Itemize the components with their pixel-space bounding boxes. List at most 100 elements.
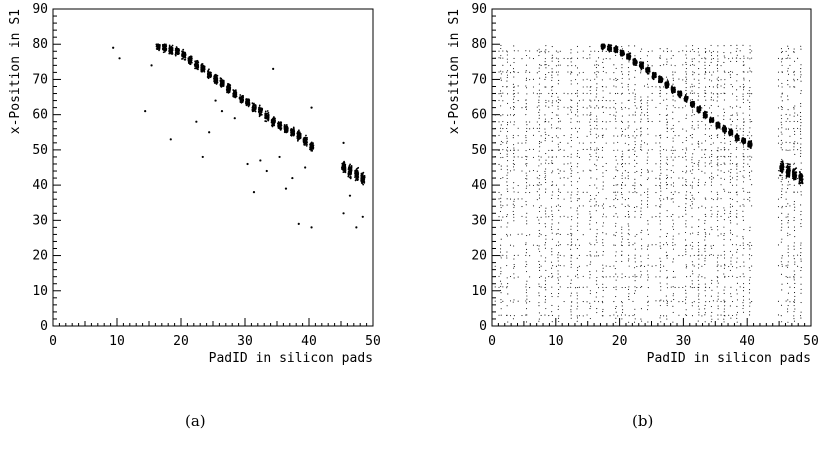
noise-point — [621, 229, 622, 230]
noise-point — [628, 61, 629, 62]
noise-point — [622, 175, 623, 176]
x-tick-label: 0 — [488, 334, 496, 349]
noise-point — [698, 242, 699, 243]
noise-point — [730, 71, 731, 72]
noise-point — [526, 124, 527, 125]
noise-point — [786, 265, 787, 266]
noise-point — [502, 255, 503, 256]
noise-point — [518, 234, 519, 235]
noise-point — [692, 273, 693, 274]
noise-point — [625, 170, 626, 171]
noise-point — [602, 226, 603, 227]
noise-point — [648, 244, 649, 245]
noise-point — [545, 211, 546, 212]
noise-point — [686, 276, 687, 277]
noise-point — [558, 293, 559, 294]
noise-point — [507, 141, 508, 142]
noise-point — [789, 142, 790, 143]
noise-point — [667, 305, 668, 306]
noise-point — [801, 219, 802, 220]
noise-point — [558, 80, 559, 81]
noise-point — [577, 298, 578, 299]
noise-point — [647, 280, 648, 281]
noise-point — [590, 170, 591, 171]
noise-point — [647, 220, 648, 221]
noise-point — [793, 311, 794, 312]
noise-point — [577, 287, 578, 288]
noise-point — [663, 100, 664, 101]
noise-point — [558, 189, 559, 190]
noise-point — [545, 280, 546, 281]
noise-point — [500, 273, 501, 274]
noise-point — [507, 214, 508, 215]
noise-point — [537, 171, 538, 172]
noise-point — [711, 214, 712, 215]
noise-point — [667, 197, 668, 198]
noise-point — [724, 147, 725, 148]
noise-point — [634, 191, 635, 192]
band-point — [342, 171, 344, 173]
noise-point — [526, 103, 527, 104]
noise-point — [698, 264, 699, 265]
noise-point — [606, 143, 607, 144]
noise-point — [502, 142, 503, 143]
outlier-point — [170, 138, 172, 140]
band-point — [267, 119, 269, 121]
noise-point — [686, 137, 687, 138]
noise-point — [615, 318, 616, 319]
noise-point — [800, 258, 801, 259]
noise-point — [647, 160, 648, 161]
noise-point — [537, 199, 538, 200]
noise-point — [596, 156, 597, 157]
noise-point — [634, 322, 635, 323]
noise-point — [787, 277, 788, 278]
noise-point — [629, 277, 630, 278]
noise-point — [567, 156, 568, 157]
noise-point — [781, 230, 782, 231]
noise-point — [789, 86, 790, 87]
noise-point — [698, 255, 699, 256]
noise-point — [724, 301, 725, 302]
noise-point — [701, 157, 702, 158]
noise-point — [686, 198, 687, 199]
noise-point — [557, 115, 558, 116]
noise-point — [660, 261, 661, 262]
noise-point — [686, 245, 687, 246]
noise-point — [558, 280, 559, 281]
noise-point — [507, 169, 508, 170]
noise-point — [718, 292, 719, 293]
noise-point — [615, 166, 616, 167]
noise-point — [648, 255, 649, 256]
noise-point — [590, 129, 591, 130]
noise-point — [740, 107, 741, 108]
noise-point — [632, 244, 633, 245]
noise-point — [730, 261, 731, 262]
noise-point — [692, 185, 693, 186]
noise-point — [501, 124, 502, 125]
noise-point — [596, 236, 597, 237]
noise-point — [557, 97, 558, 98]
noise-point — [579, 315, 580, 316]
noise-point — [577, 270, 578, 271]
band-point — [184, 59, 186, 61]
noise-point — [736, 267, 737, 268]
noise-point — [587, 108, 588, 109]
x-tick-label: 40 — [301, 334, 317, 349]
noise-point — [800, 106, 801, 107]
noise-point — [720, 156, 721, 157]
noise-point — [545, 277, 546, 278]
noise-point — [596, 308, 597, 309]
noise-point — [698, 185, 699, 186]
noise-point — [789, 136, 790, 137]
noise-point — [641, 109, 642, 110]
noise-point — [526, 175, 527, 176]
noise-point — [500, 115, 501, 116]
noise-point — [749, 314, 750, 315]
noise-point — [711, 283, 712, 284]
noise-point — [533, 205, 534, 206]
noise-point — [628, 211, 629, 212]
noise-point — [743, 181, 744, 182]
noise-point — [736, 45, 737, 46]
noise-point — [526, 235, 527, 236]
noise-point — [628, 45, 629, 46]
